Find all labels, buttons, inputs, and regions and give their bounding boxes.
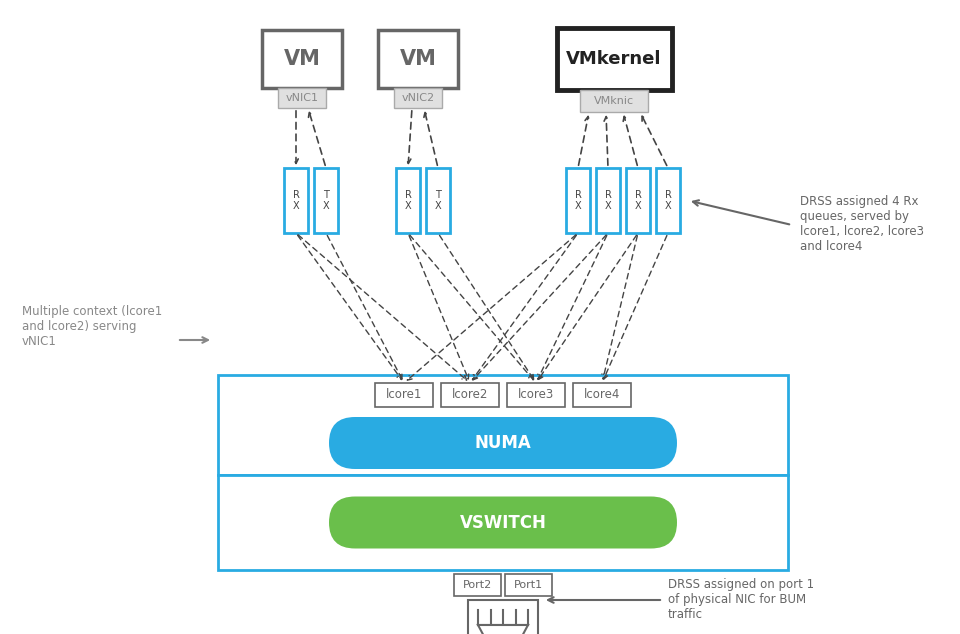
Bar <box>396 168 420 233</box>
Bar <box>218 375 788 475</box>
Bar <box>378 30 458 88</box>
Text: R
X: R X <box>664 190 671 211</box>
Bar <box>441 383 499 407</box>
Text: vNIC1: vNIC1 <box>285 93 319 103</box>
Text: Multiple context (lcore1
and lcore2) serving
vNIC1: Multiple context (lcore1 and lcore2) ser… <box>22 305 162 348</box>
Text: lcore3: lcore3 <box>517 389 554 401</box>
Text: T
X: T X <box>323 190 329 211</box>
Bar <box>557 28 671 90</box>
Text: T
X: T X <box>435 190 442 211</box>
Text: DRSS assigned 4 Rx
queues, served by
lcore1, lcore2, lcore3
and lcore4: DRSS assigned 4 Rx queues, served by lco… <box>800 195 924 253</box>
Bar <box>454 574 501 596</box>
Bar <box>218 475 788 570</box>
Polygon shape <box>478 625 528 634</box>
Bar <box>656 168 680 233</box>
Bar <box>314 168 338 233</box>
Text: lcore1: lcore1 <box>386 389 422 401</box>
Bar <box>505 574 552 596</box>
Text: lcore4: lcore4 <box>584 389 620 401</box>
Bar <box>580 90 648 112</box>
Text: Port1: Port1 <box>514 580 543 590</box>
Text: VSWITCH: VSWITCH <box>460 514 546 531</box>
Text: vNIC2: vNIC2 <box>401 93 435 103</box>
Text: VMkernel: VMkernel <box>566 50 661 68</box>
Text: R
X: R X <box>293 190 300 211</box>
Bar <box>507 383 565 407</box>
Text: NUMA: NUMA <box>474 434 532 452</box>
FancyBboxPatch shape <box>329 417 677 469</box>
Bar <box>426 168 450 233</box>
FancyBboxPatch shape <box>329 496 677 548</box>
Bar <box>278 88 326 108</box>
Text: R
X: R X <box>605 190 612 211</box>
Text: VM: VM <box>283 49 321 69</box>
Text: VMknic: VMknic <box>594 96 634 106</box>
Text: R
X: R X <box>404 190 412 211</box>
Bar <box>626 168 650 233</box>
Bar <box>468 600 538 634</box>
Text: R
X: R X <box>635 190 641 211</box>
Text: Port2: Port2 <box>463 580 492 590</box>
Bar <box>394 88 442 108</box>
Text: VM: VM <box>399 49 437 69</box>
Bar <box>596 168 620 233</box>
Bar <box>262 30 342 88</box>
Bar <box>284 168 308 233</box>
Bar <box>573 383 631 407</box>
Text: R
X: R X <box>575 190 582 211</box>
Bar <box>375 383 433 407</box>
Bar <box>566 168 590 233</box>
Text: lcore2: lcore2 <box>452 389 489 401</box>
Text: DRSS assigned on port 1
of physical NIC for BUM
traffic: DRSS assigned on port 1 of physical NIC … <box>668 578 814 621</box>
